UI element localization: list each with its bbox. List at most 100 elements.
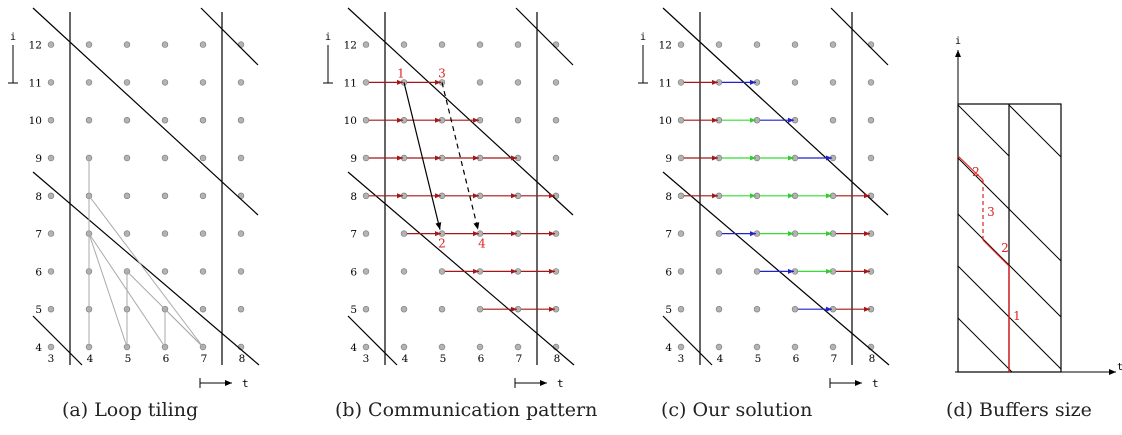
grid-point: [867, 79, 875, 86]
grid-point: [161, 79, 169, 86]
grid-point: [123, 192, 131, 200]
i-tick-label: 12: [659, 40, 672, 52]
grid-point: [123, 116, 131, 124]
grid-point: [199, 192, 207, 200]
t-tick-label: 7: [201, 353, 208, 365]
grid-point: [47, 268, 55, 275]
grid-point: [85, 41, 93, 48]
grid-point: [438, 343, 446, 351]
t-axis-label: t: [1117, 362, 1122, 373]
grid-point: [829, 41, 837, 48]
tile-boundary-diagonal: [515, 7, 574, 66]
annotation-label: 2: [972, 165, 980, 179]
t-tick-label: 4: [87, 353, 94, 365]
grid-point: [791, 343, 799, 351]
grid-point: [715, 268, 723, 275]
grid-point: [514, 41, 522, 48]
grid-point: [791, 41, 799, 48]
t-tick-label: 7: [516, 353, 523, 365]
grid-point: [514, 116, 522, 124]
i-tick-label: 4: [35, 342, 42, 354]
grid-point: [161, 154, 169, 162]
t-axis-label: t: [872, 377, 879, 390]
grid-point: [677, 230, 685, 237]
dependency-edge: [88, 195, 204, 348]
grid-point: [438, 306, 446, 313]
i-tick-label: 9: [350, 153, 357, 165]
i-tick-label: 5: [350, 304, 357, 316]
tile-boundary-diagonal: [1008, 104, 1062, 158]
t-tick-label: 6: [163, 353, 170, 365]
grid-point: [362, 79, 370, 86]
grid-point: [47, 41, 55, 48]
t-tick-label: 3: [48, 353, 55, 365]
grid-point: [199, 116, 207, 124]
grid-point: [677, 116, 685, 124]
tile-boundary-diagonal: [32, 315, 83, 366]
grid-point: [715, 41, 723, 48]
grid-point: [199, 79, 207, 86]
grid-point: [199, 268, 207, 275]
dependency-edge: [88, 233, 128, 348]
tile-boundary-diagonal: [957, 157, 1062, 262]
grid-point: [47, 116, 55, 124]
annotation-label: 1: [1013, 309, 1021, 323]
grid-point: [237, 268, 245, 275]
grid-point: [400, 230, 408, 237]
dependency-edge: [164, 308, 204, 348]
grid-point: [552, 154, 560, 162]
grid-point: [123, 154, 131, 162]
tile-boundary-diagonal: [347, 171, 575, 366]
grid-point: [362, 116, 370, 124]
grid-point: [867, 154, 875, 162]
i-tick-label: 12: [344, 40, 357, 52]
grid-point: [47, 192, 55, 200]
grid-point: [85, 79, 93, 86]
t-tick-label: 6: [478, 353, 485, 365]
solid-communication-arrow: [403, 82, 442, 230]
caption-our-solution: (c) Our solution: [661, 399, 813, 421]
grid-point: [476, 41, 484, 48]
tile-boundary-diagonal: [957, 213, 1062, 318]
grid-point: [362, 154, 370, 162]
t-tick-label: 5: [755, 353, 762, 365]
tile-boundary-diagonal: [957, 317, 1013, 373]
grid-point: [237, 306, 245, 313]
grid-point: [715, 343, 723, 351]
annotation-label: 4: [478, 237, 486, 251]
tile-boundary-diagonal: [200, 7, 259, 66]
t-tick-label: 3: [678, 353, 685, 365]
i-tick-label: 8: [665, 191, 672, 203]
grid-point: [362, 343, 370, 351]
i-axis-label: i: [325, 32, 331, 43]
tile-boundary-diagonal: [347, 7, 574, 216]
grid-point: [552, 116, 560, 124]
grid-point: [552, 79, 560, 86]
grid-point: [829, 116, 837, 124]
grid-point: [47, 306, 55, 313]
dashed-communication-arrow: [441, 82, 480, 230]
grid-point: [161, 268, 169, 275]
grid-point: [476, 306, 484, 313]
i-axis-label: i: [10, 32, 16, 43]
grid-point: [514, 79, 522, 86]
grid-point: [514, 343, 522, 351]
grid-point: [753, 306, 761, 313]
t-tick-label: 8: [869, 353, 876, 365]
i-tick-label: 12: [29, 40, 42, 52]
grid-point: [753, 343, 761, 351]
annotation-label: 2: [438, 237, 446, 251]
tile-boundary-diagonal: [662, 315, 713, 366]
grid-point: [237, 116, 245, 124]
grid-point: [123, 79, 131, 86]
i-tick-label: 6: [35, 266, 42, 278]
grid-point: [677, 41, 685, 48]
grid-point: [237, 230, 245, 237]
i-tick-label: 9: [665, 153, 672, 165]
grid-point: [85, 116, 93, 124]
grid-point: [438, 41, 446, 48]
i-tick-label: 9: [35, 153, 42, 165]
i-tick-label: 7: [665, 229, 672, 241]
grid-point: [791, 79, 799, 86]
